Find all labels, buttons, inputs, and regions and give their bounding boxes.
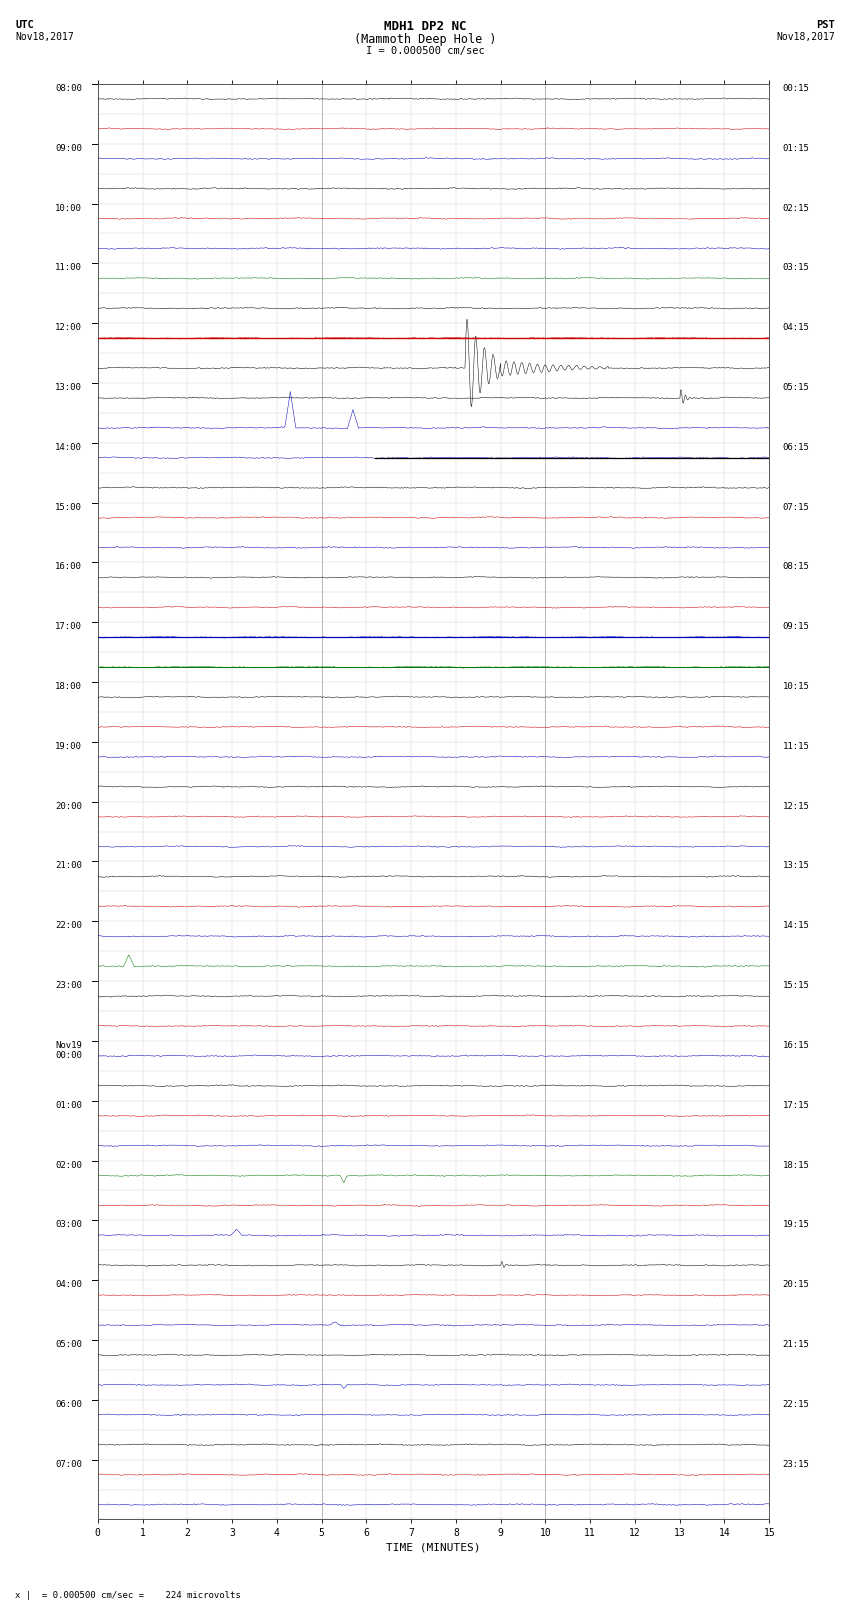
Text: 12:15: 12:15 [783, 802, 809, 811]
Text: 01:15: 01:15 [783, 144, 809, 153]
Text: 07:00: 07:00 [55, 1460, 82, 1468]
Text: 19:00: 19:00 [55, 742, 82, 750]
Text: 17:00: 17:00 [55, 623, 82, 631]
Text: 15:00: 15:00 [55, 503, 82, 511]
Text: 03:15: 03:15 [783, 263, 809, 273]
Text: 05:15: 05:15 [783, 382, 809, 392]
Text: UTC: UTC [15, 19, 34, 31]
Text: PST: PST [816, 19, 835, 31]
Text: 22:00: 22:00 [55, 921, 82, 931]
Text: 10:00: 10:00 [55, 203, 82, 213]
Text: Nov18,2017: Nov18,2017 [15, 32, 74, 42]
Text: (Mammoth Deep Hole ): (Mammoth Deep Hole ) [354, 32, 496, 47]
Text: 21:15: 21:15 [783, 1340, 809, 1348]
Text: MDH1 DP2 NC: MDH1 DP2 NC [383, 19, 467, 34]
Text: 16:15: 16:15 [783, 1040, 809, 1050]
Text: x |  = 0.000500 cm/sec =    224 microvolts: x | = 0.000500 cm/sec = 224 microvolts [15, 1590, 241, 1600]
Text: 01:00: 01:00 [55, 1100, 82, 1110]
Text: I = 0.000500 cm/sec: I = 0.000500 cm/sec [366, 45, 484, 56]
Text: 13:15: 13:15 [783, 861, 809, 871]
Text: 09:00: 09:00 [55, 144, 82, 153]
Text: 23:15: 23:15 [783, 1460, 809, 1468]
Text: 13:00: 13:00 [55, 382, 82, 392]
Text: 16:00: 16:00 [55, 563, 82, 571]
Text: 02:15: 02:15 [783, 203, 809, 213]
Text: 21:00: 21:00 [55, 861, 82, 871]
X-axis label: TIME (MINUTES): TIME (MINUTES) [386, 1542, 481, 1553]
Text: 00:15: 00:15 [783, 84, 809, 94]
Text: 05:00: 05:00 [55, 1340, 82, 1348]
Text: 06:00: 06:00 [55, 1400, 82, 1408]
Text: 06:15: 06:15 [783, 442, 809, 452]
Text: 04:15: 04:15 [783, 323, 809, 332]
Text: 17:15: 17:15 [783, 1100, 809, 1110]
Text: 23:00: 23:00 [55, 981, 82, 990]
Text: 08:15: 08:15 [783, 563, 809, 571]
Text: 09:15: 09:15 [783, 623, 809, 631]
Text: 18:15: 18:15 [783, 1161, 809, 1169]
Text: 10:15: 10:15 [783, 682, 809, 690]
Text: 03:00: 03:00 [55, 1221, 82, 1229]
Text: 22:15: 22:15 [783, 1400, 809, 1408]
Text: 04:00: 04:00 [55, 1281, 82, 1289]
Text: Nov18,2017: Nov18,2017 [776, 32, 835, 42]
Text: 18:00: 18:00 [55, 682, 82, 690]
Text: 20:00: 20:00 [55, 802, 82, 811]
Text: 11:15: 11:15 [783, 742, 809, 750]
Text: 15:15: 15:15 [783, 981, 809, 990]
Text: 12:00: 12:00 [55, 323, 82, 332]
Text: 14:15: 14:15 [783, 921, 809, 931]
Text: 14:00: 14:00 [55, 442, 82, 452]
Text: Nov19
00:00: Nov19 00:00 [55, 1040, 82, 1060]
Text: 02:00: 02:00 [55, 1161, 82, 1169]
Text: 19:15: 19:15 [783, 1221, 809, 1229]
Text: 08:00: 08:00 [55, 84, 82, 94]
Text: 07:15: 07:15 [783, 503, 809, 511]
Text: 20:15: 20:15 [783, 1281, 809, 1289]
Text: 11:00: 11:00 [55, 263, 82, 273]
